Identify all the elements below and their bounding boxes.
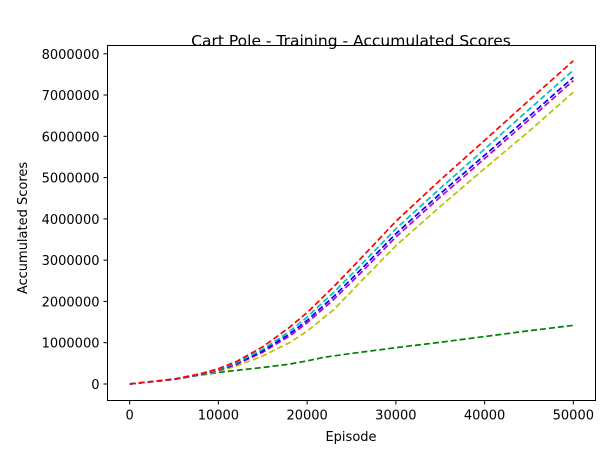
y-axis-ticks: 0 1000000 2000000 3000000 4000000 5000000 6000…	[42, 48, 108, 393]
x-tick-label-6: 50000	[553, 409, 594, 424]
series-layer	[129, 60, 574, 385]
y-tick-label-9: 8000000	[42, 48, 100, 63]
y-tick-label-5: 4000000	[42, 213, 100, 228]
chart-title: Cart Pole - Training - Accumulated Score…	[191, 32, 511, 50]
plot-frame	[107, 45, 596, 401]
y-tick-label-2: 1000000	[42, 337, 100, 352]
x-tick-label-5: 40000	[464, 409, 505, 424]
y-tick-label-1: 0	[91, 378, 99, 393]
y-tick-label-8: 7000000	[42, 89, 100, 104]
series-line-6	[129, 60, 574, 385]
x-tick-label-2: 10000	[198, 409, 239, 424]
y-tick-label-6: 5000000	[42, 172, 100, 187]
x-tick-label-1: 0	[126, 409, 134, 424]
y-tick-label-7: 6000000	[42, 130, 100, 145]
y-axis-label: Accumulated Scores	[16, 162, 31, 295]
x-axis-label: Episode	[325, 430, 376, 445]
x-tick-label-3: 20000	[286, 409, 327, 424]
x-axis-ticks: 0 10000 20000 30000 40000 50000	[126, 400, 594, 424]
y-tick-label-3: 2000000	[42, 295, 100, 310]
x-tick-label-4: 30000	[375, 409, 416, 424]
y-tick-label-4: 3000000	[42, 254, 100, 269]
